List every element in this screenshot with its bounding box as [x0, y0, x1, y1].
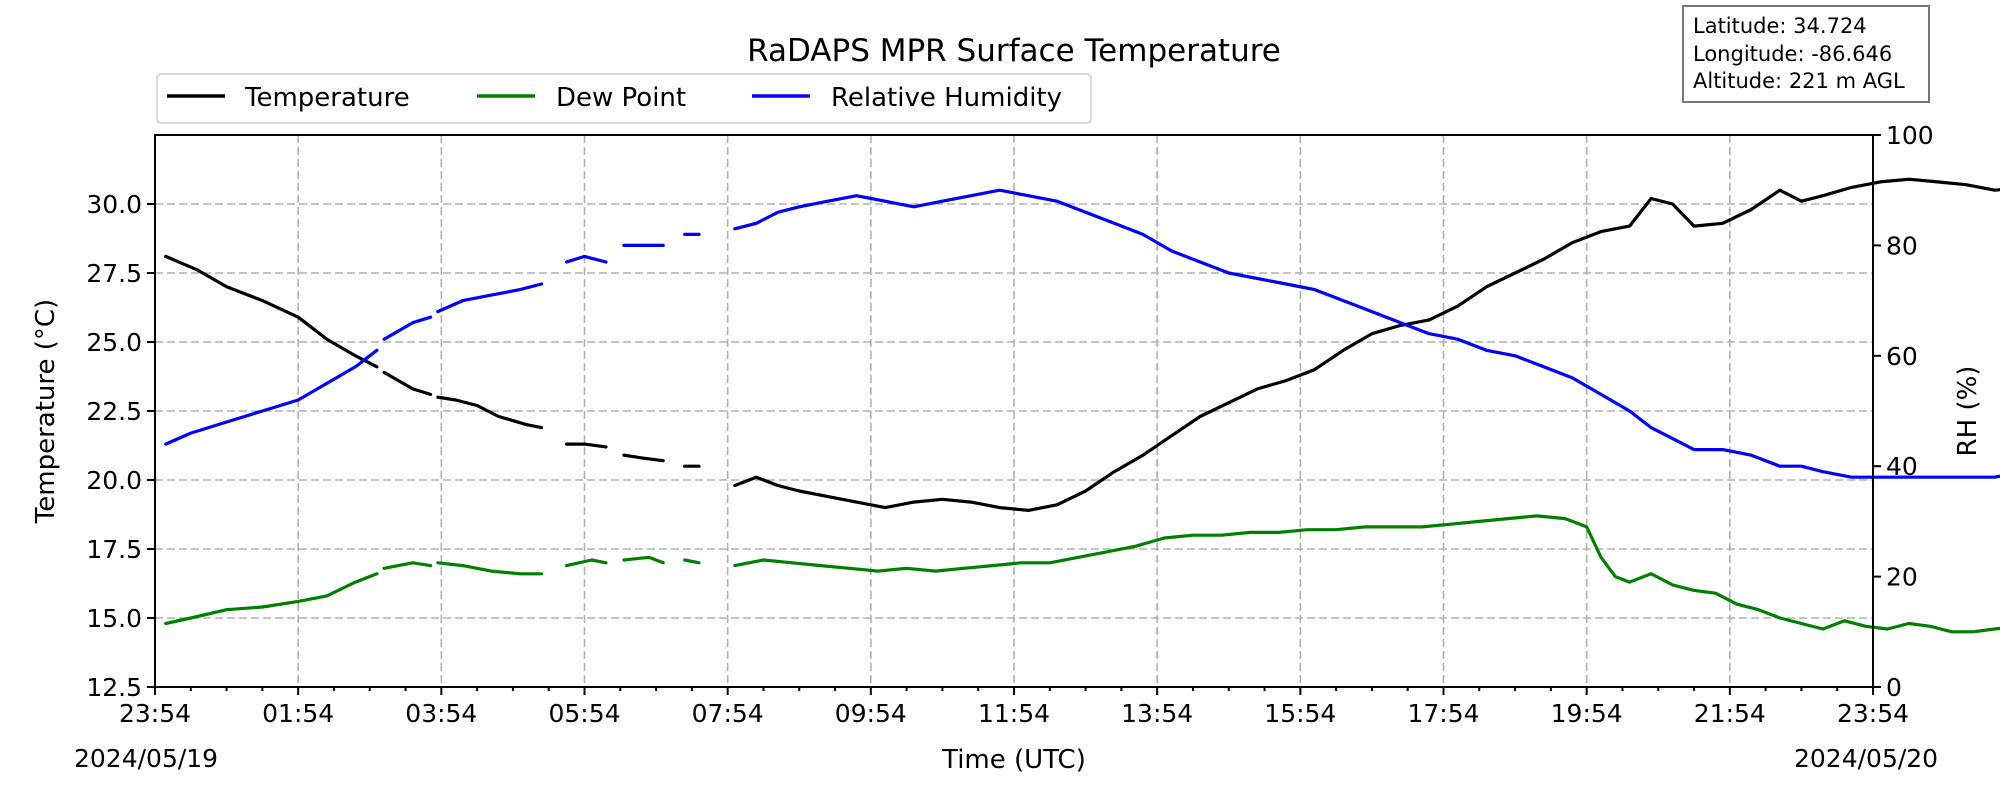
series-line-temperature — [733, 177, 2000, 512]
x-tick-label: 23:54 — [1837, 699, 1909, 728]
series-line-relative-humidity — [436, 282, 544, 314]
info-longitude: Longitude: -86.646 — [1693, 42, 1892, 66]
series-line-dew-point — [164, 572, 379, 626]
y-axis-right: 0 20 40 60 80 100 — [1873, 121, 1934, 702]
x-tick-label: 17:54 — [1407, 699, 1479, 728]
y-right-tick-label: 20 — [1886, 563, 1918, 592]
x-tick-label: 07:54 — [692, 699, 764, 728]
series-line-dew-point — [565, 558, 608, 568]
date-right: 2024/05/20 — [1794, 744, 1938, 773]
x-tick-label: 15:54 — [1264, 699, 1336, 728]
y-tick-label: 25.0 — [86, 328, 142, 357]
y-right-tick-label: 0 — [1886, 673, 1902, 702]
x-axis: 23:54 01:54 03:54 05:54 07:54 09:54 11:54 13:54… — [119, 687, 1909, 728]
series-line-temperature — [436, 395, 544, 430]
info-box-frame — [1682, 5, 1930, 103]
x-tick-label: 03:54 — [405, 699, 477, 728]
series-line-relative-humidity — [733, 188, 2000, 479]
y-right-tick-label: 60 — [1886, 342, 1918, 371]
series-line-temperature — [622, 453, 665, 463]
date-left: 2024/05/19 — [74, 744, 218, 773]
series-line-dew-point — [622, 555, 665, 565]
chart-title: RaDAPS MPR Surface Temperature — [747, 33, 1281, 69]
x-tick-label: 11:54 — [978, 699, 1050, 728]
grid — [155, 135, 1873, 687]
y-right-tick-label: 80 — [1886, 231, 1918, 260]
series-line-relative-humidity — [164, 348, 379, 446]
location-info-box: Latitude: 34.724 Longitude: -86.646 Alti… — [1682, 5, 1930, 103]
info-altitude: Altitude: 221 m AGL — [1693, 69, 1905, 93]
series-line-dew-point — [683, 558, 701, 565]
y-tick-label: 15.0 — [86, 604, 142, 633]
x-tick-label: 19:54 — [1551, 699, 1623, 728]
series-line-temperature — [565, 442, 608, 449]
y-axis-label-right: RH (%) — [1953, 366, 1983, 457]
y-tick-label: 12.5 — [86, 673, 142, 702]
series-line-temperature — [382, 370, 433, 396]
x-tick-label: 05:54 — [548, 699, 620, 728]
x-tick-label: 13:54 — [1121, 699, 1193, 728]
y-axis-label-left: Temperature (°C) — [31, 299, 61, 524]
x-tick-label: 01:54 — [262, 699, 334, 728]
info-latitude: Latitude: 34.724 — [1693, 14, 1867, 38]
series-line-temperature — [164, 254, 379, 369]
y-tick-label: 30.0 — [86, 190, 142, 219]
x-tick-label: 23:54 — [119, 699, 191, 728]
legend-label-relative-humidity: Relative Humidity — [831, 83, 1062, 113]
y-right-tick-label: 100 — [1886, 121, 1934, 150]
x-tick-label: 09:54 — [835, 699, 907, 728]
y-tick-label: 20.0 — [86, 466, 142, 495]
x-tick-label: 21:54 — [1694, 699, 1766, 728]
x-axis-label: Time (UTC) — [941, 745, 1086, 775]
y-tick-label: 27.5 — [86, 259, 142, 288]
series-lines — [164, 177, 2000, 634]
y-right-tick-label: 40 — [1886, 452, 1918, 481]
series-line-relative-humidity — [382, 315, 433, 341]
series-line-relative-humidity — [565, 254, 608, 264]
legend: Temperature Dew Point Relative Humidity — [156, 73, 1092, 124]
series-line-dew-point — [382, 561, 433, 570]
legend-label-dew-point: Dew Point — [556, 83, 686, 113]
y-tick-label: 22.5 — [86, 397, 142, 426]
y-axis-left: 12.5 15.0 17.5 20.0 22.5 25.0 27.5 30.0 — [86, 190, 155, 702]
series-line-dew-point — [436, 561, 544, 576]
legend-label-temperature: Temperature — [244, 83, 410, 113]
y-tick-label: 17.5 — [86, 535, 142, 564]
legend-box — [156, 73, 1092, 124]
series-line-dew-point — [733, 514, 2000, 634]
